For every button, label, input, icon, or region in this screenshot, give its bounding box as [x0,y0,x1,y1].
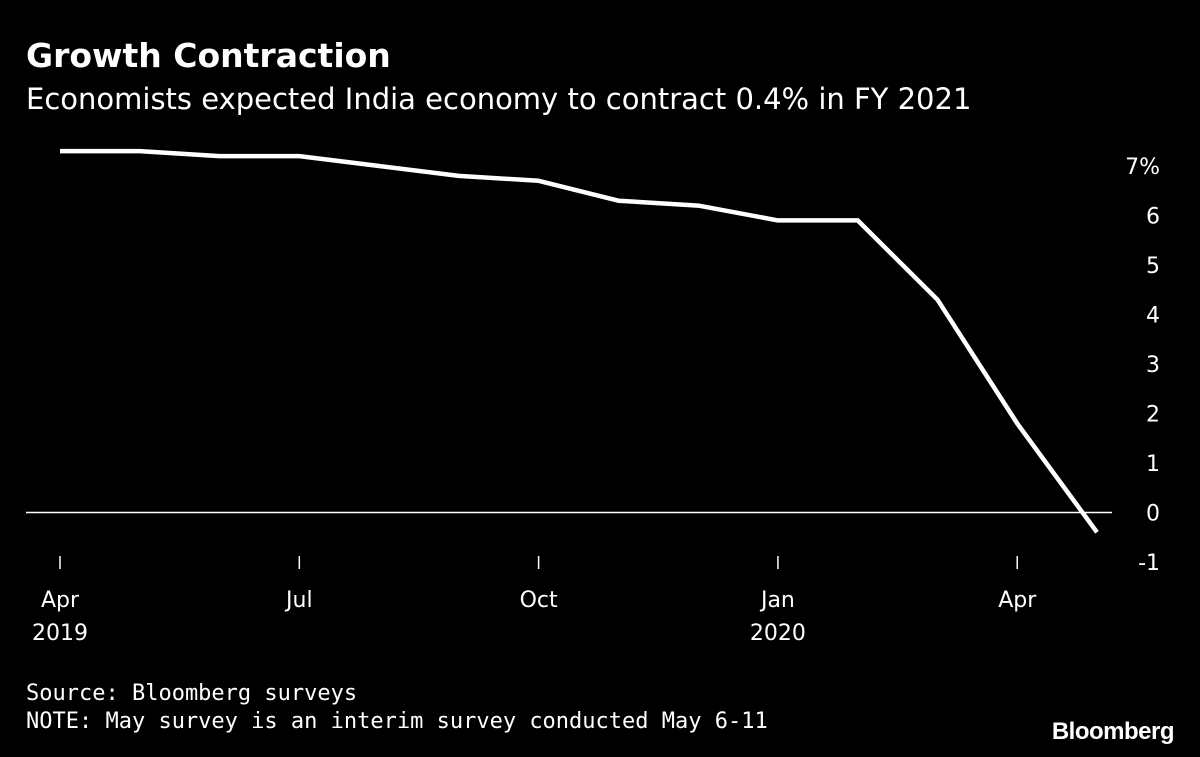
x-tick-year-label: 2020 [750,621,806,646]
chart-subtitle: Economists expected India economy to con… [26,82,972,116]
source-note: Source: Bloomberg surveys [26,681,358,706]
x-tick-label: Jul [284,588,313,613]
y-tick-label: 5 [1146,254,1160,279]
y-tick-label: -1 [1138,551,1160,576]
y-tick-label: 0 [1146,502,1160,527]
x-tick-year-label: 2019 [32,621,88,646]
y-tick-label: 4 [1146,304,1160,329]
x-tick-label: Apr [998,588,1037,613]
bloomberg-logo: Bloomberg [1051,718,1175,745]
y-tick-label: 7% [1125,155,1160,180]
y-tick-label: 1 [1146,452,1160,477]
series-line [60,148,1099,534]
x-tick-label: Apr [41,588,80,613]
y-tick-label: 3 [1146,353,1160,378]
y-tick-label: 6 [1146,205,1160,230]
x-tick-label: Jan [759,588,795,613]
y-tick-label: 2 [1146,403,1160,428]
chart-title: Growth Contraction [26,36,391,75]
x-tick-label: Oct [520,588,558,613]
footnote: NOTE: May survey is an interim survey co… [26,709,768,734]
